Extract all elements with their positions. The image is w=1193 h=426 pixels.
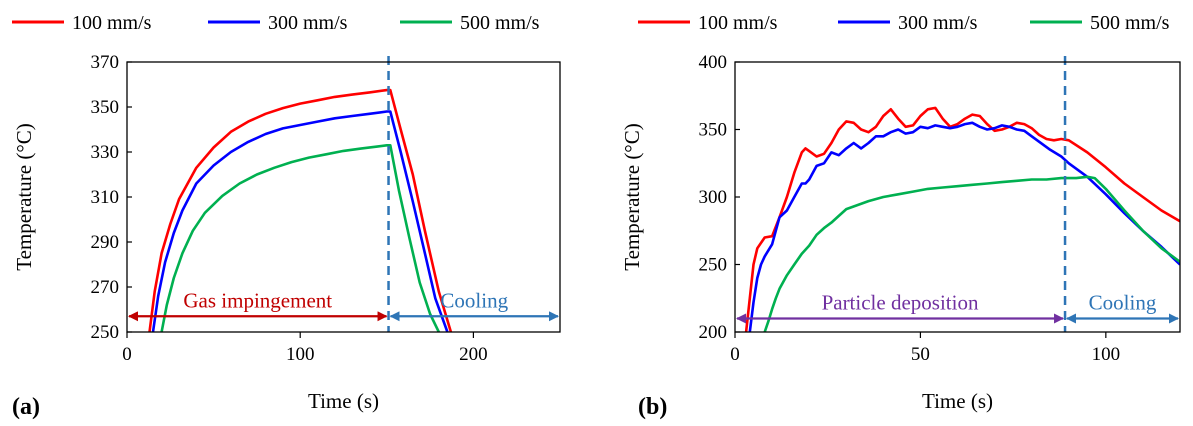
chart-0-y-tick-label-3: 310: [91, 187, 120, 208]
chart-1-series-line-2: [763, 175, 1180, 332]
chart-1-annotation-label-1: Cooling: [1089, 291, 1157, 315]
chart-1-y-tick-label-1: 250: [699, 255, 728, 276]
chart-0-x-axis-title: Time (s): [308, 389, 379, 413]
chart-0-y-tick-label-5: 350: [91, 97, 120, 118]
chart-1-y-tick-label-3: 350: [699, 120, 728, 141]
chart-0-legend-label-0: 100 mm/s: [72, 12, 152, 34]
chart-0-y-tick-label-0: 250: [91, 322, 120, 343]
chart-0-y-tick-label-6: 370: [91, 52, 120, 73]
chart-1-x-tick-label-1: 50: [911, 344, 930, 365]
chart-0-legend-label-2: 500 mm/s: [460, 12, 540, 34]
chart-0-annotation-label-1: Cooling: [440, 288, 508, 312]
chart-0-y-tick-label-4: 330: [91, 142, 120, 163]
chart-1-legend-label-2: 500 mm/s: [1090, 12, 1170, 34]
chart-1-panel-label: (b): [638, 394, 667, 420]
chart-0-x-tick-label-1: 100: [286, 344, 315, 365]
chart-0-panel-label: (a): [12, 394, 40, 420]
chart-panel-a: 100 mm/s 300 mm/s 500 mm/s Gas impingement C…: [12, 12, 561, 420]
chart-0-legend-label-1: 300 mm/s: [268, 12, 348, 34]
chart-1-legend-label-0: 100 mm/s: [698, 12, 778, 34]
chart-0-x-tick-label-0: 0: [122, 344, 132, 365]
chart-0-annotation-label-0: Gas impingement: [183, 288, 332, 312]
chart-1-x-tick-label-2: 100: [1092, 344, 1121, 365]
chart-0-series-line-1: [151, 110, 449, 332]
chart-1-series-line-0: [744, 106, 1180, 332]
chart-1-annotation-label-0: Particle deposition: [822, 291, 979, 315]
chart-0-x-tick-label-2: 200: [459, 344, 488, 365]
chart-0-series-line-2: [160, 144, 440, 332]
chart-1-series-line-1: [748, 121, 1180, 332]
chart-1-y-tick-label-0: 200: [699, 322, 728, 343]
chart-0-y-tick-label-1: 270: [91, 277, 120, 298]
chart-1-y-tick-label-2: 300: [699, 187, 728, 208]
chart-1-x-axis-title: Time (s): [922, 389, 993, 413]
chart-1-x-tick-label-0: 0: [730, 344, 740, 365]
chart-1-y-axis-title: Temperature (°C): [620, 123, 644, 270]
chart-1-legend-label-1: 300 mm/s: [898, 12, 978, 34]
chart-0-y-axis-title: Temperature (°C): [12, 123, 36, 270]
chart-panel-b: 100 mm/s 300 mm/s 500 mm/s Particle deposit…: [620, 12, 1181, 420]
chart-0-series-line-0: [148, 88, 453, 332]
chart-0-y-tick-label-2: 290: [91, 232, 120, 253]
chart-1-y-tick-label-4: 400: [699, 52, 728, 73]
